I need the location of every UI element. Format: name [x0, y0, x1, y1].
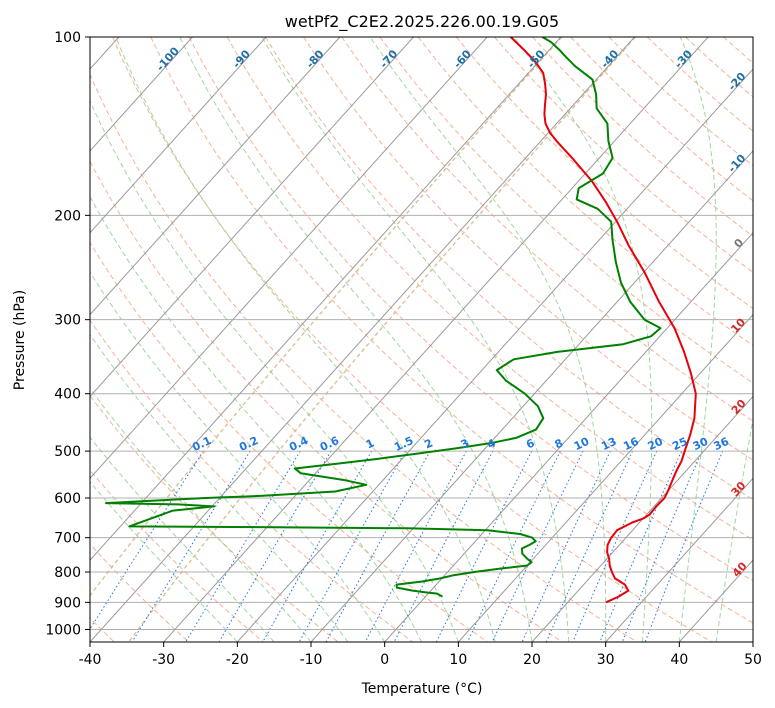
- y-tick-label: 700: [54, 531, 81, 547]
- mixing-ratio-label: 30: [691, 435, 711, 453]
- dry-adiabat: [303, 37, 753, 461]
- ice-curve: [128, 37, 636, 642]
- dry-adiabat: [379, 37, 753, 384]
- temperature-profile-line: [510, 37, 697, 604]
- mixing-ratio-line: [621, 450, 703, 642]
- moist-adiabat: [90, 195, 422, 642]
- mixing-ratio-label: 25: [670, 435, 689, 453]
- moist-adiabat: [369, 37, 607, 642]
- dewpoint-profile-line: [105, 37, 662, 598]
- dry-adiabat: [90, 241, 488, 642]
- moist-adiabat: [90, 387, 312, 642]
- isotherm-line: [531, 395, 753, 642]
- y-tick-label: 800: [54, 565, 81, 581]
- isotherm-line: [90, 37, 635, 642]
- moist-adiabat: [90, 271, 386, 642]
- mixing-ratio-label: 13: [599, 435, 618, 453]
- x-tick-label: -40: [79, 652, 102, 668]
- isotherm-line: [236, 68, 753, 642]
- ice-curve-layer: [90, 37, 636, 642]
- x-axis-title: Temperature (°C): [361, 681, 483, 697]
- y-tick-label: 1000: [45, 622, 81, 638]
- moist-adiabat: [678, 37, 717, 642]
- dry-adiabat: [188, 37, 753, 582]
- isotherm-line: [90, 37, 562, 561]
- mixing-ratio-line: [364, 450, 467, 642]
- x-tick-label: -30: [152, 652, 175, 668]
- moist-adiabat: [90, 99, 459, 642]
- y-tick-label: 300: [54, 313, 81, 329]
- isotherm-line: [605, 477, 753, 642]
- isotherm-line: [310, 150, 753, 642]
- isotherm-line: [90, 37, 341, 316]
- dry-adiabat: [90, 160, 563, 642]
- mixing-ratio-line: [521, 450, 611, 642]
- y-tick-label: 600: [54, 491, 81, 507]
- y-tick-label: 900: [54, 595, 81, 611]
- y-axis-ticks: 100 200 300 400 500 600 700 800 900 1000: [45, 30, 90, 638]
- mixing-ratio-line: [298, 450, 406, 642]
- mixing-ratio-label: 20: [646, 435, 666, 453]
- isotherm-line: [163, 37, 709, 642]
- x-tick-label: 40: [670, 652, 688, 668]
- mixing-ratio-line: [325, 450, 431, 642]
- y-tick-label: 100: [54, 30, 81, 46]
- grid-lines: [90, 37, 753, 630]
- y-tick-label: 500: [54, 444, 81, 460]
- ice-curve: [90, 37, 563, 597]
- mixing-ratio-label: 10: [572, 435, 592, 453]
- plot-frame: [89, 36, 754, 643]
- chart-title: wetPf2_C2E2.2025.226.00.19.G05: [285, 12, 559, 32]
- moist-adiabat: [179, 37, 533, 642]
- x-tick-label: 30: [597, 652, 615, 668]
- dry-adiabat: [90, 469, 264, 642]
- isotherm-line: [457, 313, 753, 642]
- isotherm-line: [90, 37, 414, 398]
- skewed-isotherms: [90, 37, 753, 642]
- x-tick-label: 0: [380, 652, 389, 668]
- isotherm-line: [90, 37, 193, 152]
- moist-adiabat: [513, 37, 653, 642]
- y-axis-title: Pressure (hPa): [12, 290, 28, 390]
- x-tick-label: -20: [226, 652, 249, 668]
- mixing-ratio-label: 36: [712, 435, 732, 453]
- isotherm-line: [384, 231, 753, 642]
- x-tick-label: 10: [449, 652, 467, 668]
- moist-adiabat: [715, 416, 753, 642]
- isotherm-line: [90, 37, 488, 480]
- moist-adiabats: [90, 37, 753, 642]
- mixing-ratio-line: [131, 450, 251, 642]
- plot-area: -100 -90 -80 -70 -60 -50 -40 -30-20-10010203040…: [90, 37, 753, 642]
- x-tick-label: 20: [523, 652, 541, 668]
- dry-adiabat: [150, 37, 753, 624]
- mixing-ratio-label: 16: [621, 435, 641, 453]
- moist-adiabat: [90, 481, 238, 642]
- dry-adiabat: [90, 319, 414, 642]
- y-tick-label: 200: [54, 208, 81, 224]
- mixing-ratio-line: [435, 450, 533, 642]
- mixing-ratio-line: [644, 450, 724, 642]
- mixing-ratio-line: [262, 450, 373, 642]
- dry-adiabat: [90, 543, 190, 642]
- isotherm-line: [90, 37, 267, 234]
- x-axis-ticks: -40 -30 -20 -10 0 10 20 30 40 50: [79, 642, 762, 668]
- y-tick-label: 400: [54, 387, 81, 403]
- series-lines: [105, 37, 697, 604]
- dry-adiabat: [341, 37, 753, 422]
- dry-adiabat: [264, 37, 753, 501]
- x-tick-label: 50: [744, 652, 762, 668]
- dry-adiabat: [90, 73, 638, 642]
- mixing-ratio-line: [545, 450, 633, 642]
- moist-adiabat: [90, 333, 349, 642]
- moist-adiabat: [90, 436, 275, 642]
- moist-adiabat: [261, 37, 570, 642]
- moist-adiabat: [115, 37, 496, 642]
- mixing-ratio-line: [467, 450, 561, 642]
- mixing-ratio-lines: [90, 450, 724, 642]
- x-tick-label: -10: [300, 652, 323, 668]
- dry-adiabat: [417, 37, 753, 347]
- dry-adiabat: [90, 394, 339, 642]
